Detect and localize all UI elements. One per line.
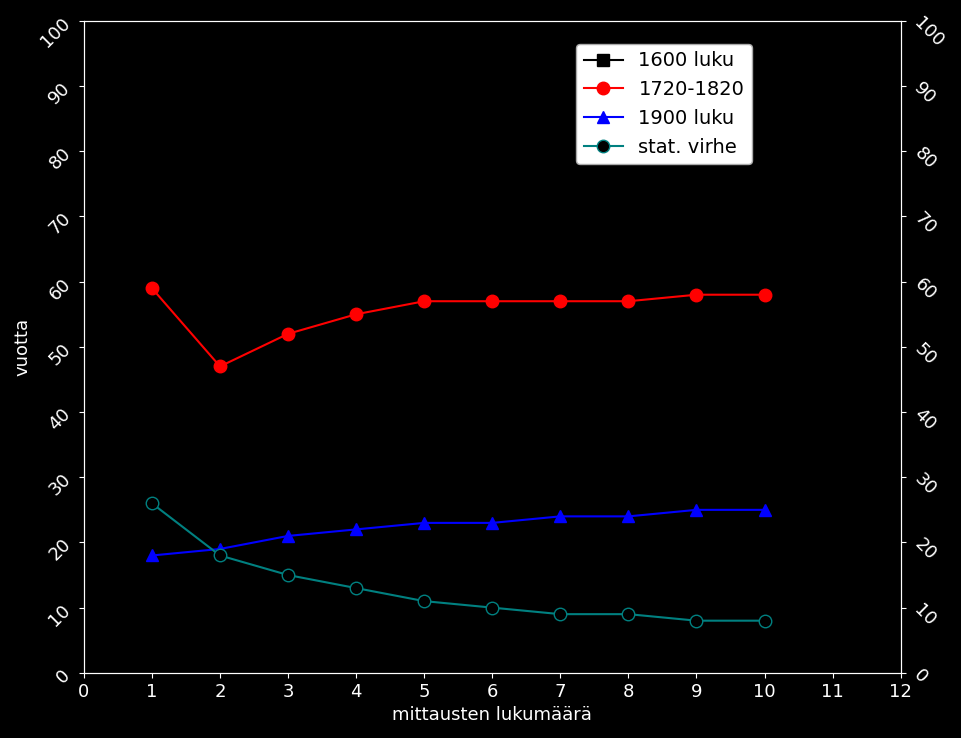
stat. virhe [623,610,634,618]
Legend: 1600 luku, 1720-1820, 1900 luku, stat. virhe: 1600 luku, 1720-1820, 1900 luku, stat. v… [577,44,752,165]
1900 luku [691,506,702,514]
1900 luku [146,551,158,560]
1900 luku [623,512,634,521]
1720-1820 [623,297,634,306]
Line: 1720-1820: 1720-1820 [146,282,771,373]
1720-1820 [283,329,294,338]
stat. virhe [554,610,566,618]
1900 luku [351,525,362,534]
1720-1820 [691,290,702,299]
1900 luku [554,512,566,521]
stat. virhe [486,603,498,612]
stat. virhe [146,499,158,508]
stat. virhe [283,570,294,579]
Line: stat. virhe: stat. virhe [146,497,771,627]
stat. virhe [691,616,702,625]
1720-1820 [418,297,430,306]
Line: 1900 luku: 1900 luku [146,503,771,562]
1720-1820 [759,290,771,299]
1900 luku [759,506,771,514]
1900 luku [486,519,498,528]
1900 luku [283,531,294,540]
1720-1820 [554,297,566,306]
Y-axis label: vuotta: vuotta [13,318,32,376]
1720-1820 [486,297,498,306]
stat. virhe [351,584,362,593]
X-axis label: mittausten lukumäärä: mittausten lukumäärä [392,706,592,724]
stat. virhe [418,597,430,606]
1720-1820 [351,310,362,319]
stat. virhe [214,551,226,560]
1900 luku [214,545,226,554]
1720-1820 [214,362,226,371]
stat. virhe [759,616,771,625]
1720-1820 [146,283,158,292]
1900 luku [418,519,430,528]
